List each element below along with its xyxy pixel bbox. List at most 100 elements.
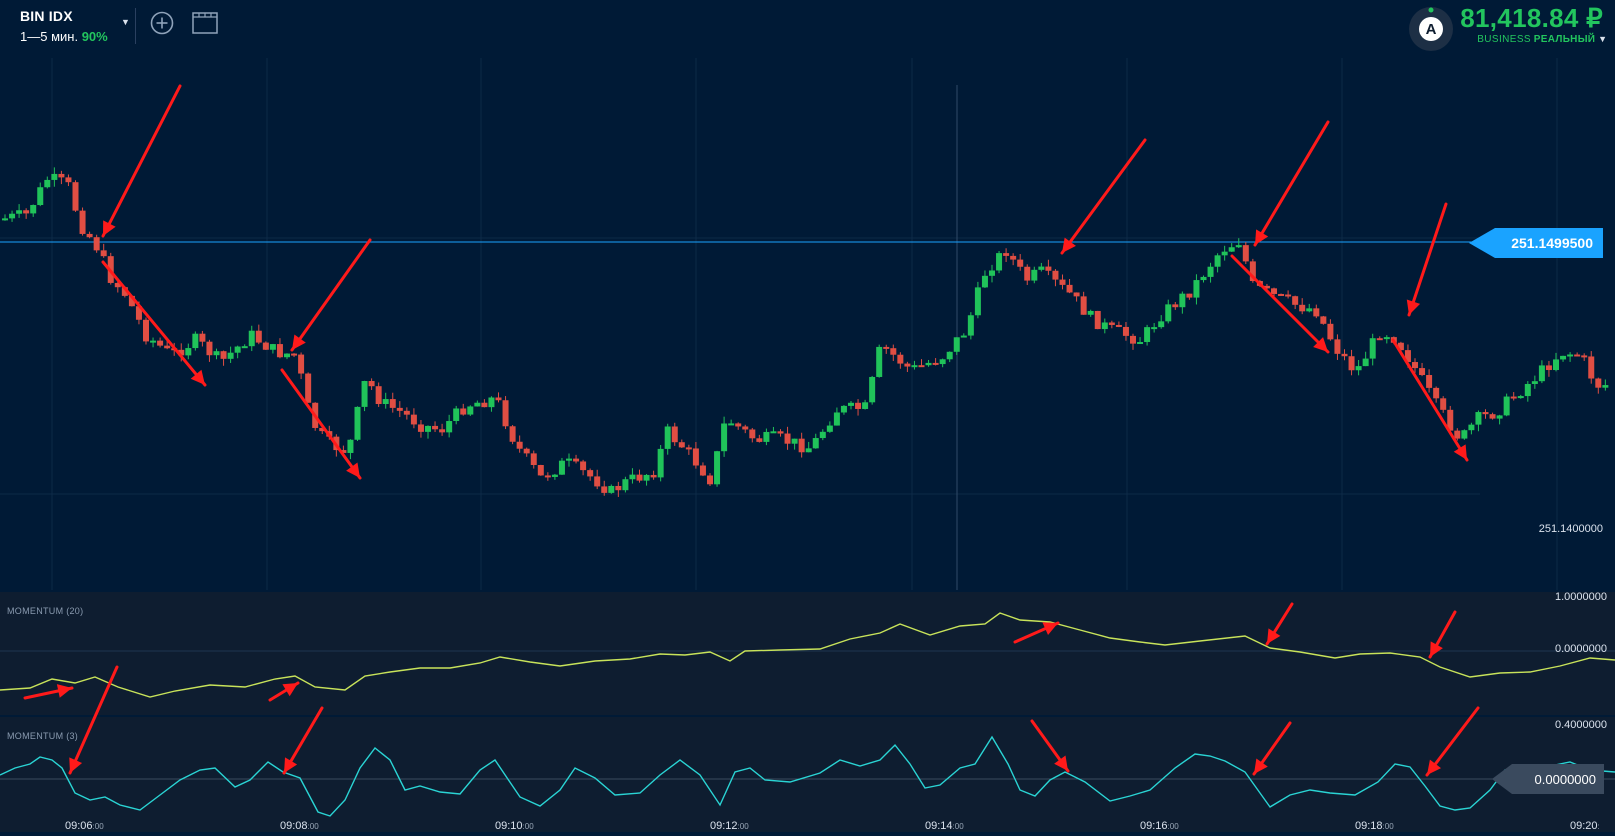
candle-body xyxy=(269,344,276,350)
candle-body xyxy=(241,346,248,349)
asset-selector[interactable]: BIN IDX 1—5 мин. 90% ▼ xyxy=(20,8,135,48)
candle-body xyxy=(1496,415,1503,419)
candle-body xyxy=(234,346,241,353)
candle-body xyxy=(1179,293,1186,308)
candle-body xyxy=(692,448,699,466)
candle-body xyxy=(1489,414,1496,419)
candle-body xyxy=(1299,304,1306,312)
candle-body xyxy=(23,210,30,214)
candle-body xyxy=(1165,304,1172,322)
candle-body xyxy=(1137,342,1144,345)
candle-body xyxy=(587,470,594,477)
candle-body xyxy=(1397,342,1404,351)
momentum-20-line xyxy=(0,612,1615,698)
annotation-arrow xyxy=(280,368,362,480)
account-type-selector[interactable]: BUSINESS РЕАЛЬНЫЙ ▼ xyxy=(1477,34,1607,45)
chevron-down-icon[interactable]: ▼ xyxy=(121,17,130,27)
candle-body xyxy=(1602,385,1609,388)
candle-body xyxy=(2,218,8,221)
candle-body xyxy=(1200,276,1207,281)
candle-body xyxy=(319,427,326,432)
candle-body xyxy=(1588,356,1595,379)
candle-body xyxy=(883,346,890,349)
annotation-arrow xyxy=(268,681,300,702)
candle-body xyxy=(516,441,523,449)
candle-body xyxy=(989,270,995,276)
candle-body xyxy=(135,306,142,320)
candle-body xyxy=(284,353,290,358)
candle-body xyxy=(833,412,840,426)
candle-body xyxy=(439,429,446,433)
candle-body xyxy=(544,475,551,478)
candle-body xyxy=(1454,430,1461,439)
candle-body xyxy=(1348,356,1355,371)
candle-body xyxy=(551,474,558,477)
time-axis-label: 09:12:00 xyxy=(710,820,749,832)
candle-body xyxy=(1214,255,1221,267)
candle-body xyxy=(86,233,93,238)
candle-body xyxy=(1574,354,1581,357)
time-axis-label: 09:06:00 xyxy=(65,820,104,832)
candle-body xyxy=(594,476,601,487)
candle-body xyxy=(1553,359,1559,371)
candle-body xyxy=(1207,266,1214,277)
candle-body xyxy=(1172,304,1179,308)
candle-body xyxy=(213,351,220,356)
candle-body xyxy=(1094,310,1101,330)
candle-body xyxy=(826,425,833,432)
candle-body xyxy=(615,485,622,491)
momentum-3-value-tag: 0.0000000 xyxy=(1492,764,1604,794)
asset-expiry-payout: 1—5 мин. 90% xyxy=(20,29,108,44)
candle-body xyxy=(79,210,86,234)
candle-body xyxy=(1419,368,1426,376)
candle-body xyxy=(1306,308,1313,312)
candle-body xyxy=(1080,296,1087,315)
candle-body xyxy=(1122,326,1129,336)
candle-body xyxy=(432,425,439,430)
time-axis-label: 09:08:00 xyxy=(280,820,319,832)
candle-body xyxy=(361,381,368,407)
annotation-arrow xyxy=(101,84,182,238)
candle-body xyxy=(721,423,728,452)
asset-name: BIN IDX xyxy=(20,8,73,24)
candle-body xyxy=(1087,310,1094,315)
account-avatar[interactable]: A xyxy=(1408,6,1454,52)
candle-body xyxy=(1045,266,1052,271)
candle-body xyxy=(869,376,876,403)
plus-circle-icon[interactable] xyxy=(150,11,174,35)
candle-body xyxy=(601,486,608,493)
candle-body xyxy=(1545,365,1552,371)
candle-body xyxy=(488,397,495,408)
account-mode: РЕАЛЬНЫЙ xyxy=(1533,34,1596,45)
annotation-arrow xyxy=(1252,721,1292,776)
candle-body xyxy=(1376,338,1383,341)
annotation-arrow xyxy=(1230,254,1330,354)
candle-body xyxy=(756,438,763,442)
candle-body xyxy=(425,425,431,432)
candle-body xyxy=(1263,285,1270,289)
candle-body xyxy=(530,453,537,466)
candle-body xyxy=(481,402,488,408)
chart-layout-icon[interactable] xyxy=(192,12,218,34)
candle-body xyxy=(925,362,932,366)
candle-body xyxy=(51,173,58,180)
candle-body xyxy=(664,426,671,449)
candle-body xyxy=(1440,398,1447,410)
candle-body xyxy=(735,423,742,427)
candle-body xyxy=(953,337,960,352)
candle-body xyxy=(763,431,770,442)
candle-body xyxy=(305,373,312,403)
candle-body xyxy=(375,386,382,405)
candle-body xyxy=(185,348,192,356)
candle-body xyxy=(446,421,453,433)
current-price-tag: 251.1499500 xyxy=(1469,228,1603,258)
candle-body xyxy=(276,344,283,358)
candle-body xyxy=(1383,337,1390,340)
candle-body xyxy=(65,177,72,183)
annotation-arrow xyxy=(282,706,324,775)
candle-body xyxy=(946,351,953,360)
annotation-arrow xyxy=(101,260,207,387)
candle-body xyxy=(1101,322,1108,330)
